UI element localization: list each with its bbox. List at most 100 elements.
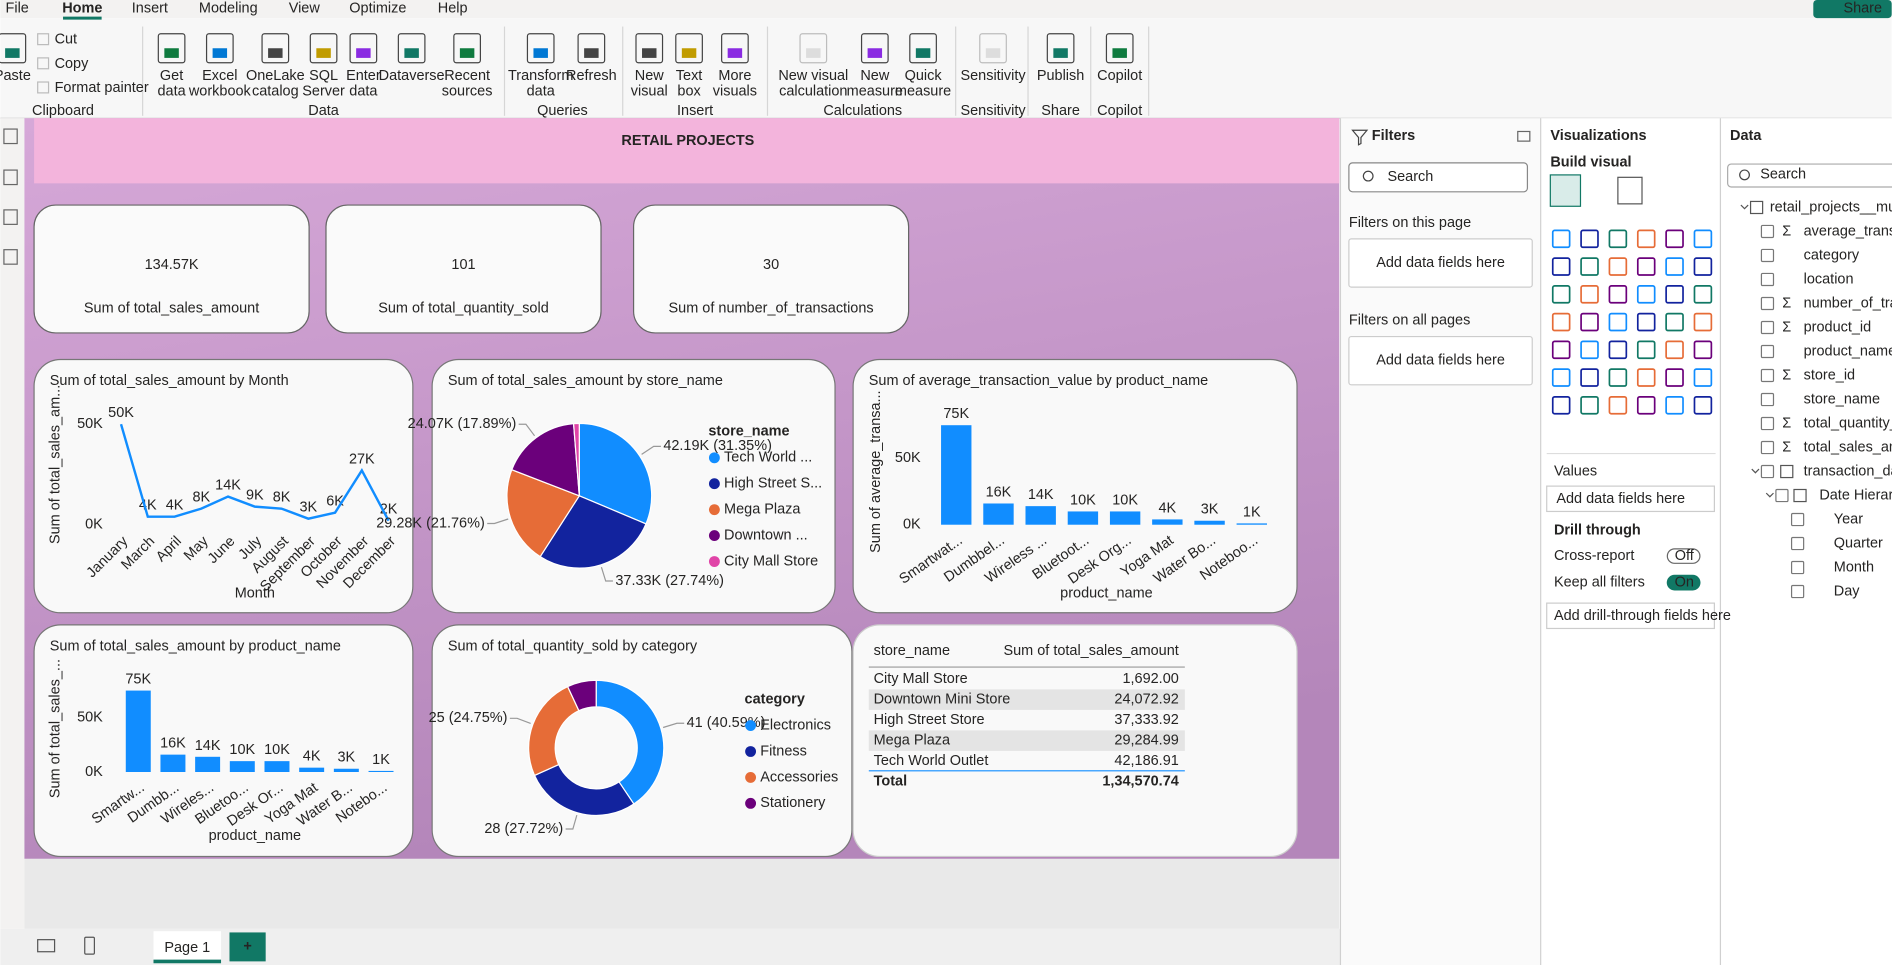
add-page-button[interactable] (229, 932, 266, 962)
page-tab-label[interactable]: Page 1 (164, 940, 210, 956)
visual-type-icon[interactable] (1580, 285, 1599, 304)
visual-type-icon[interactable] (1608, 257, 1628, 276)
visual-type-icon[interactable] (1693, 340, 1713, 360)
field-checkbox[interactable] (1760, 416, 1775, 431)
ribbon-icon[interactable] (909, 33, 937, 64)
ribbon-button-label[interactable]: data (158, 84, 187, 100)
visual-type-icon[interactable] (1665, 285, 1684, 304)
ribbon-icon-accent[interactable] (316, 48, 331, 58)
expand-arrow[interactable] (1740, 204, 1749, 210)
visual-type-icon[interactable] (1608, 340, 1628, 360)
field-checkbox[interactable] (1760, 440, 1775, 455)
ribbon-button-label[interactable]: Copilot (1097, 68, 1142, 84)
field-name[interactable]: retail_projects__multi... (1770, 199, 1892, 215)
ribbon-icon[interactable] (675, 33, 703, 64)
visual-type-icon[interactable] (1636, 257, 1656, 276)
ribbon-icon[interactable] (397, 33, 426, 64)
field-checkbox[interactable] (1760, 344, 1775, 359)
ribbon-button-label[interactable]: More (718, 68, 751, 84)
bar[interactable] (333, 768, 359, 772)
ribbon-button-label[interactable]: box (677, 84, 701, 100)
ribbon-icon[interactable] (349, 33, 378, 64)
drop-zone[interactable] (1348, 335, 1533, 386)
bar[interactable] (125, 690, 151, 772)
ribbon-button-label[interactable]: data (527, 84, 556, 100)
ribbon-button-label[interactable]: calculation (779, 84, 847, 100)
add-page-label[interactable]: + (243, 939, 251, 955)
view-icon[interactable] (3, 249, 18, 265)
field-name[interactable]: Date Hierarc... (1819, 487, 1892, 503)
visual-type-icon[interactable] (1551, 368, 1571, 387)
bar[interactable] (1067, 511, 1099, 525)
visual-type-icon[interactable] (1665, 229, 1684, 249)
ribbon-icon-accent[interactable] (268, 48, 283, 58)
ribbon-icon[interactable] (635, 33, 664, 64)
visual-type-icon[interactable] (1693, 229, 1713, 249)
ribbon-button-label[interactable]: Quick (905, 68, 943, 84)
visual-tile[interactable] (852, 358, 1298, 614)
bar[interactable] (941, 425, 972, 525)
field-name[interactable]: transaction_date (1804, 463, 1892, 479)
visual-type-icon[interactable] (1636, 229, 1656, 249)
visual-type-icon[interactable] (1693, 368, 1713, 387)
field-checkbox[interactable] (1790, 512, 1805, 527)
ribbon-icon-accent[interactable] (727, 48, 743, 58)
ribbon-button-label[interactable]: Recent (444, 68, 490, 84)
ribbon-icon[interactable] (0, 33, 27, 64)
field-name[interactable]: total_quantity_s... (1804, 415, 1892, 431)
legend-marker[interactable] (745, 772, 757, 783)
legend-label[interactable]: Tech World ... (724, 450, 812, 466)
field-name[interactable]: average_transa... (1804, 223, 1892, 239)
field-name[interactable]: Month (1834, 559, 1874, 575)
ribbon-icon[interactable] (157, 33, 186, 64)
legend-label[interactable]: Fitness (760, 743, 807, 759)
visual-type-icon[interactable] (1580, 312, 1599, 332)
visual-type-icon[interactable] (1551, 257, 1571, 276)
expand-arrow[interactable] (1765, 492, 1774, 498)
ribbon-button-label[interactable]: Refresh (566, 68, 617, 84)
collapse-icon[interactable] (1517, 130, 1531, 142)
field-name[interactable]: store_name (1804, 391, 1880, 407)
visual-type-icon[interactable] (1693, 257, 1713, 276)
kpi-card[interactable] (33, 204, 310, 334)
field-checkbox[interactable] (1760, 464, 1775, 479)
field-name[interactable]: Year (1834, 511, 1863, 527)
visual-type-icon[interactable] (1608, 368, 1628, 387)
bar[interactable] (1152, 519, 1183, 525)
ribbon-icon-accent[interactable] (356, 48, 371, 58)
ribbon-button-label[interactable]: Text (676, 68, 703, 84)
field-name[interactable]: category (1804, 247, 1860, 263)
ribbon-icon-accent[interactable] (164, 48, 179, 58)
drop-zone[interactable] (1348, 238, 1533, 288)
ribbon-small-label[interactable]: Cut (55, 32, 78, 48)
kpi-card[interactable] (632, 204, 910, 334)
ribbon-icon-accent[interactable] (681, 48, 697, 58)
legend-label[interactable]: Downtown ... (724, 527, 808, 543)
visual-type-icon[interactable] (1665, 396, 1684, 415)
ribbon-button-label[interactable]: sources (442, 84, 493, 100)
bar[interactable] (229, 761, 255, 772)
menu-tab[interactable]: Insert (132, 0, 168, 16)
visual-type-icon[interactable] (1636, 340, 1656, 360)
ribbon-icon-accent[interactable] (404, 48, 419, 58)
slice[interactable] (566, 679, 597, 712)
ribbon-icon[interactable] (261, 33, 290, 64)
visual-type-icon[interactable] (1551, 312, 1571, 332)
ribbon-icon-accent[interactable] (5, 48, 20, 58)
ribbon-icon[interactable] (1105, 33, 1134, 64)
field-checkbox[interactable] (1760, 392, 1775, 407)
ribbon-icon[interactable] (1046, 33, 1075, 64)
build-visual-tab[interactable] (1549, 174, 1582, 207)
visual-type-icon[interactable] (1665, 257, 1684, 276)
legend-marker[interactable] (745, 746, 757, 757)
ribbon-small-icon[interactable] (37, 57, 50, 70)
ribbon-icon-accent[interactable] (985, 48, 1001, 58)
ribbon-button-label[interactable]: catalog (252, 84, 299, 100)
ribbon-icon[interactable] (979, 33, 1007, 64)
ribbon-icon-accent[interactable] (584, 48, 599, 58)
menu-tab[interactable]: Modeling (199, 0, 258, 16)
visual-type-icon[interactable] (1608, 229, 1628, 249)
field-name[interactable]: number_of_tran... (1804, 295, 1892, 311)
ribbon-button-label[interactable]: Paste (0, 68, 31, 84)
ribbon-icon-accent[interactable] (915, 48, 931, 58)
